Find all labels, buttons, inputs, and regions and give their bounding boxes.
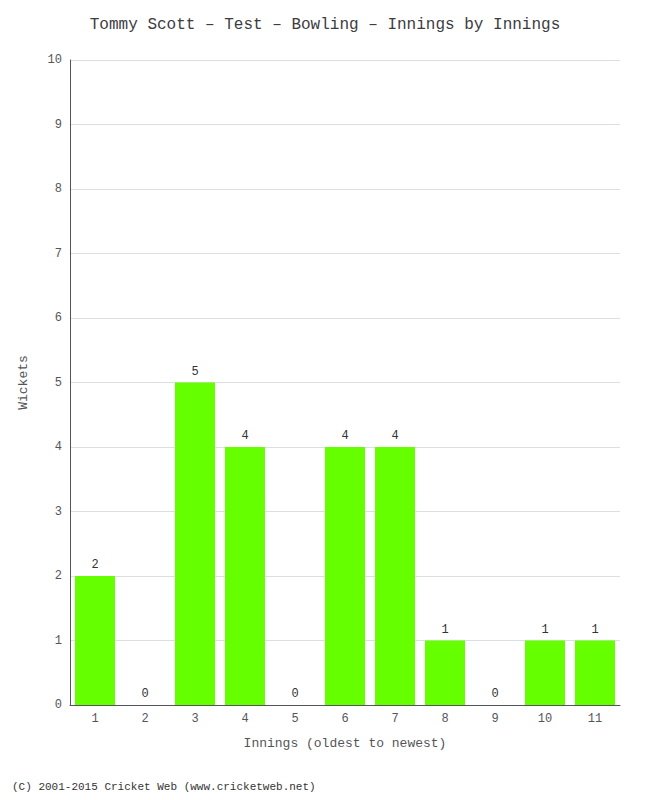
svg-text:0: 0 — [291, 687, 298, 701]
svg-text:10: 10 — [48, 53, 62, 67]
svg-text:9: 9 — [491, 712, 498, 726]
svg-text:0: 0 — [55, 698, 62, 712]
svg-text:5: 5 — [291, 712, 298, 726]
svg-text:2: 2 — [55, 569, 62, 583]
svg-text:6: 6 — [341, 712, 348, 726]
svg-text:1: 1 — [55, 634, 62, 648]
svg-text:0: 0 — [141, 687, 148, 701]
svg-text:Wickets: Wickets — [16, 355, 31, 410]
svg-text:(C) 2001-2015 Cricket Web (www: (C) 2001-2015 Cricket Web (www.cricketwe… — [12, 781, 316, 793]
svg-text:6: 6 — [55, 311, 62, 325]
svg-text:9: 9 — [55, 118, 62, 132]
svg-text:2: 2 — [141, 712, 148, 726]
svg-text:1: 1 — [591, 623, 598, 637]
svg-text:1: 1 — [441, 623, 448, 637]
svg-text:4: 4 — [341, 429, 348, 443]
svg-text:8: 8 — [441, 712, 448, 726]
svg-text:5: 5 — [55, 376, 62, 390]
svg-text:4: 4 — [55, 440, 62, 454]
svg-text:8: 8 — [55, 182, 62, 196]
svg-text:3: 3 — [191, 712, 198, 726]
svg-text:3: 3 — [55, 505, 62, 519]
svg-text:1: 1 — [91, 712, 98, 726]
svg-text:Tommy Scott – Test – Bowling –: Tommy Scott – Test – Bowling – Innings b… — [90, 16, 560, 34]
svg-text:0: 0 — [491, 687, 498, 701]
svg-text:5: 5 — [191, 365, 198, 379]
svg-text:2: 2 — [91, 558, 98, 572]
svg-text:7: 7 — [55, 247, 62, 261]
svg-text:10: 10 — [538, 712, 552, 726]
svg-text:11: 11 — [588, 712, 602, 726]
svg-text:4: 4 — [241, 429, 248, 443]
svg-text:4: 4 — [241, 712, 248, 726]
svg-text:4: 4 — [391, 429, 398, 443]
svg-text:7: 7 — [391, 712, 398, 726]
svg-text:1: 1 — [541, 623, 548, 637]
svg-text:Innings (oldest to newest): Innings (oldest to newest) — [244, 736, 447, 751]
